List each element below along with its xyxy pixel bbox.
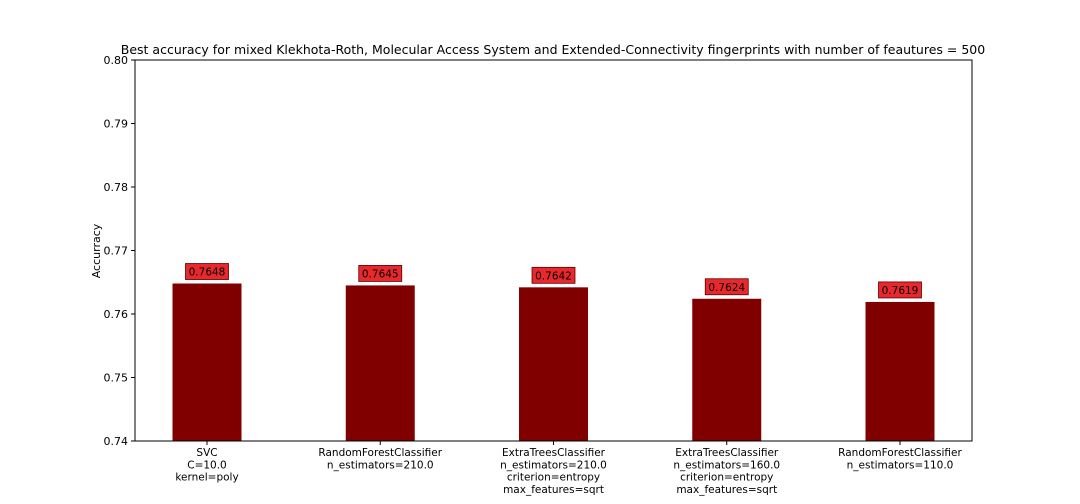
data-label: 0.7624	[708, 282, 745, 294]
x-tick-label: ExtraTreesClassifier	[502, 447, 606, 459]
chart-title: Best accuracy for mixed Klekhota-Roth, M…	[121, 42, 985, 57]
bar	[172, 283, 242, 441]
y-tick-label: 0.75	[104, 372, 129, 385]
y-axis-label: Accurracy	[90, 223, 103, 278]
x-tick-label: n_estimators=210.0	[327, 459, 434, 471]
data-label: 0.7642	[535, 270, 572, 282]
y-tick-label: 0.78	[104, 181, 129, 194]
data-label: 0.7648	[189, 267, 226, 279]
data-label-box	[185, 263, 229, 280]
data-labels: 0.7648 0.7645 0.7642 0.7624 0.7619	[185, 263, 922, 299]
x-tick-label: max_features=sqrt	[503, 484, 604, 496]
x-tick-label: criterion=entropy	[680, 472, 773, 484]
data-label-box	[358, 265, 403, 282]
x-tick-label: RandomForestClassifier	[318, 447, 442, 459]
y-tick-label: 0.77	[104, 245, 129, 258]
x-tick-label: criterion=entropy	[507, 472, 600, 484]
x-tick-label: n_estimators=160.0	[673, 459, 780, 471]
bar	[692, 298, 762, 441]
data-label: 0.7619	[882, 285, 919, 297]
bar	[345, 285, 415, 441]
bar-series	[172, 283, 935, 441]
x-tick-label: RandomForestClassifier	[838, 447, 962, 459]
x-tick-label: C=10.0	[187, 459, 227, 471]
data-label-box	[531, 266, 576, 284]
bar	[865, 301, 935, 441]
data-label-box	[878, 281, 922, 299]
x-tick-label: n_estimators=210.0	[500, 459, 607, 471]
y-tick-label: 0.76	[104, 308, 129, 321]
x-tick-label: kernel=poly	[175, 472, 238, 484]
x-tick-label: ExtraTreesClassifier	[675, 447, 779, 459]
bar	[519, 287, 588, 441]
data-label: 0.7645	[362, 268, 399, 280]
y-tick-label: 0.80	[104, 54, 129, 67]
y-axis-ticks: 0.74 0.75 0.76 0.77 0.78 0.79 0.80	[104, 54, 135, 448]
data-label-box	[704, 278, 749, 296]
y-tick-label: 0.74	[104, 435, 129, 448]
plot-frame	[134, 59, 973, 442]
y-tick-label: 0.79	[104, 118, 129, 131]
x-tick-label: max_features=sqrt	[676, 484, 777, 496]
x-tick-label: n_estimators=110.0	[847, 459, 954, 471]
x-tick-label: SVC	[196, 447, 217, 459]
